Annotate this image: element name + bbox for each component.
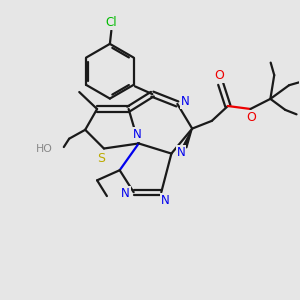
Text: S: S (98, 152, 106, 165)
Text: N: N (133, 128, 142, 141)
Text: O: O (246, 111, 256, 124)
Text: Cl: Cl (106, 16, 117, 29)
Polygon shape (183, 129, 192, 148)
Text: N: N (160, 194, 169, 207)
Text: O: O (214, 69, 224, 82)
Text: N: N (176, 146, 185, 159)
Text: N: N (181, 95, 190, 108)
Text: HO: HO (36, 143, 52, 154)
Text: N: N (121, 187, 130, 200)
